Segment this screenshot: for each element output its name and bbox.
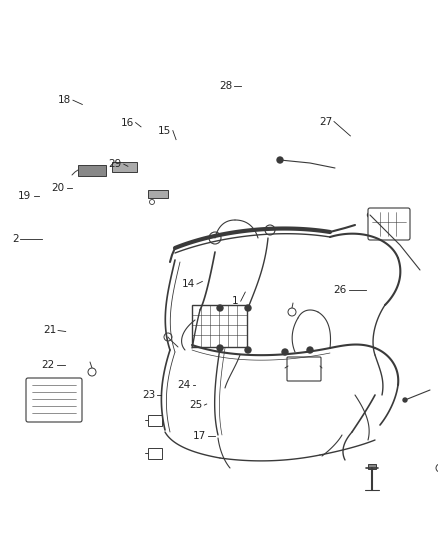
Text: 17: 17 (193, 431, 206, 441)
Text: 23: 23 (142, 391, 155, 400)
Circle shape (265, 225, 275, 235)
Circle shape (436, 464, 438, 472)
Text: 25: 25 (189, 400, 202, 410)
Text: 24: 24 (177, 380, 191, 390)
Circle shape (288, 308, 296, 316)
Circle shape (403, 398, 407, 402)
Text: 22: 22 (42, 360, 55, 370)
Text: 14: 14 (182, 279, 195, 289)
Circle shape (277, 157, 283, 163)
Circle shape (88, 368, 96, 376)
Text: 16: 16 (120, 118, 134, 127)
Circle shape (217, 345, 223, 351)
FancyBboxPatch shape (368, 208, 410, 240)
FancyBboxPatch shape (287, 357, 321, 381)
Text: 19: 19 (18, 191, 32, 201)
Circle shape (307, 347, 313, 353)
FancyBboxPatch shape (148, 415, 162, 426)
FancyBboxPatch shape (192, 305, 247, 347)
Text: 2: 2 (12, 234, 18, 244)
Text: 29: 29 (109, 159, 122, 169)
FancyBboxPatch shape (78, 165, 106, 176)
Circle shape (245, 347, 251, 353)
Circle shape (282, 349, 288, 355)
Text: 28: 28 (219, 82, 232, 91)
Text: 27: 27 (319, 117, 332, 126)
Circle shape (217, 305, 223, 311)
Text: 18: 18 (58, 95, 71, 105)
Circle shape (149, 199, 155, 205)
FancyBboxPatch shape (112, 162, 137, 172)
Text: 26: 26 (334, 286, 347, 295)
FancyBboxPatch shape (26, 378, 82, 422)
Circle shape (164, 333, 172, 341)
Text: 20: 20 (52, 183, 65, 192)
Circle shape (245, 305, 251, 311)
FancyBboxPatch shape (148, 448, 162, 459)
Circle shape (209, 232, 221, 244)
Text: 21: 21 (43, 326, 56, 335)
Text: 1: 1 (232, 296, 239, 306)
Text: 15: 15 (158, 126, 171, 135)
FancyBboxPatch shape (368, 464, 376, 469)
Circle shape (367, 213, 372, 217)
FancyBboxPatch shape (148, 190, 168, 198)
